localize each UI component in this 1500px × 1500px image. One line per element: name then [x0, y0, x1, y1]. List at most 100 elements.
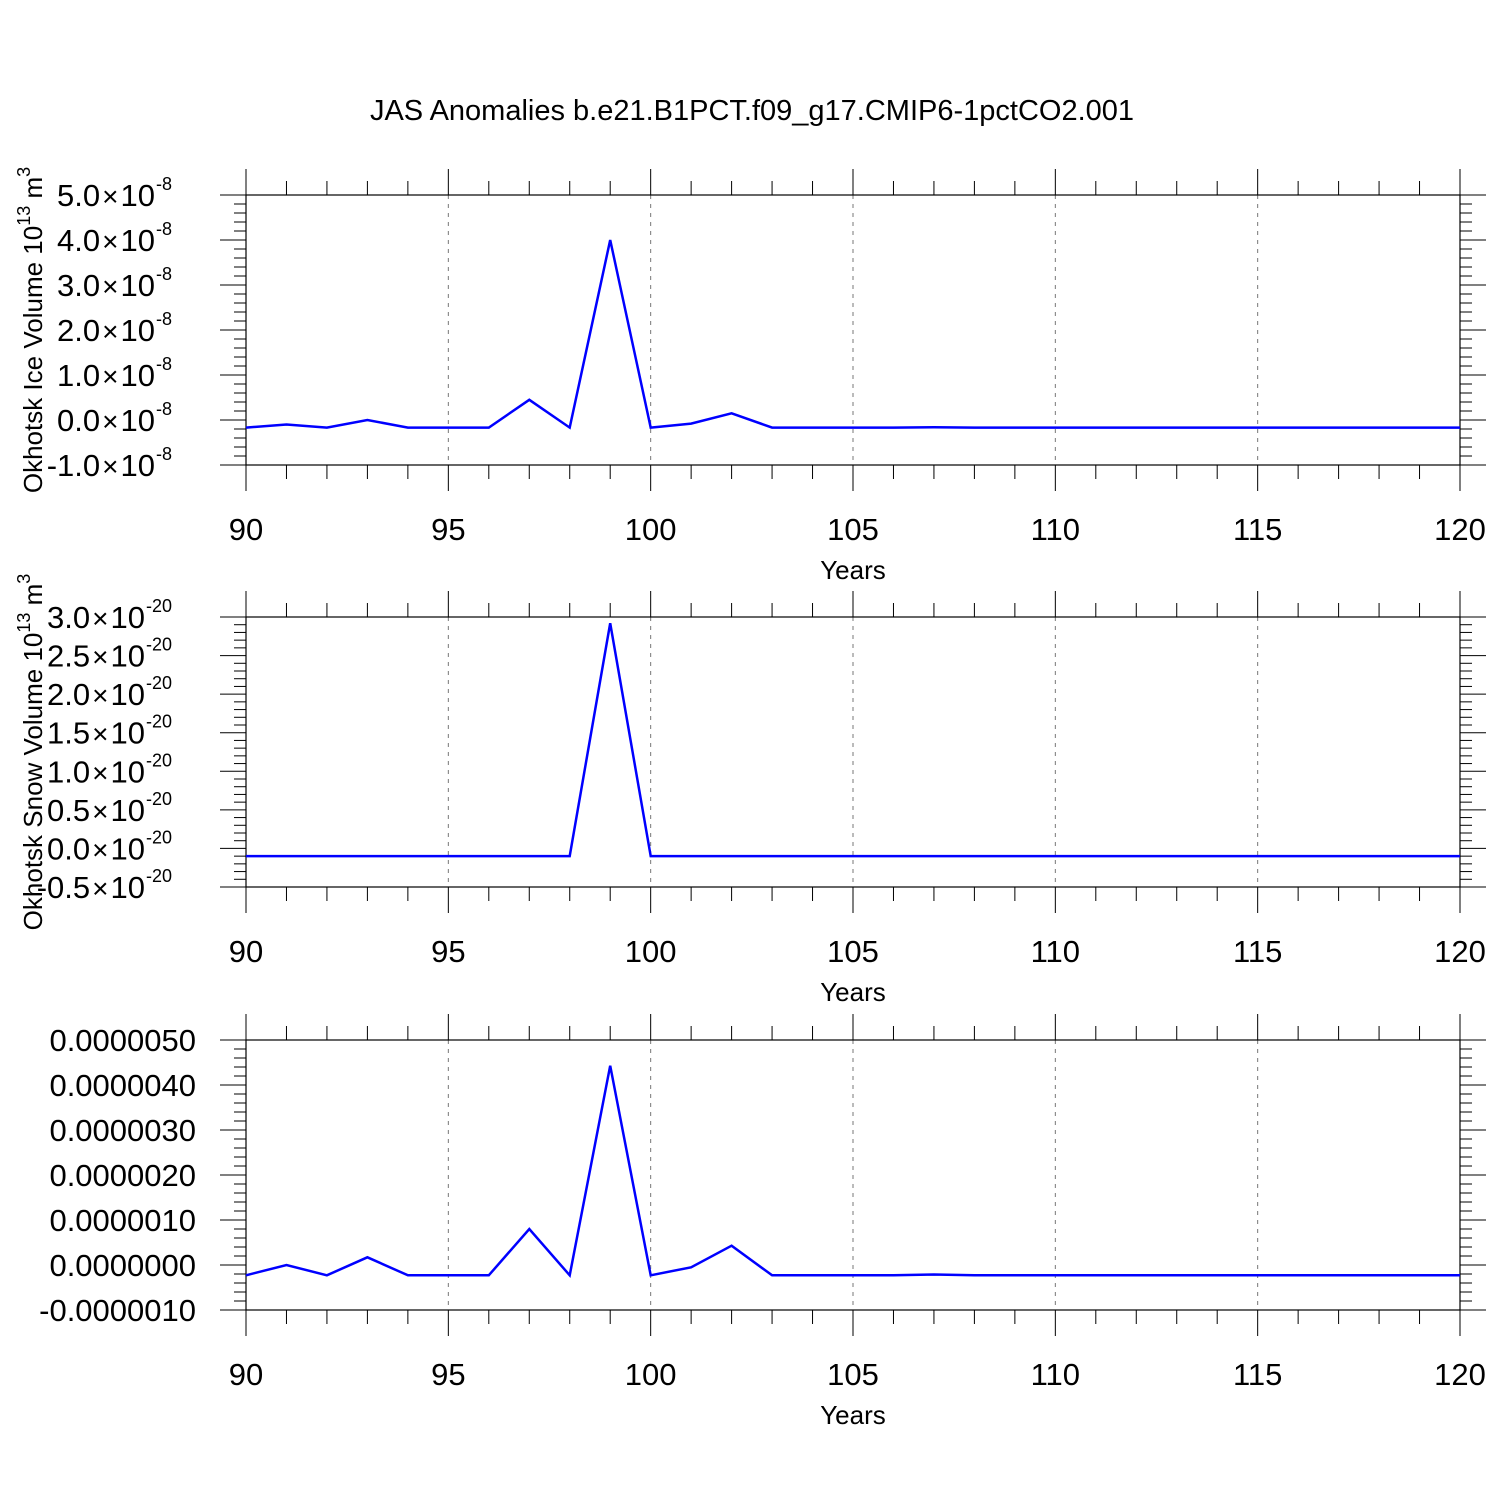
x-tick-label: 90	[229, 1357, 263, 1392]
times-sign: ×	[92, 757, 108, 788]
times-sign: ×	[92, 873, 108, 904]
times-sign: ×	[102, 271, 118, 302]
y-tick-mantissa: 2.5	[47, 639, 90, 674]
y-tick-label: 2.0×10-20	[47, 673, 172, 712]
y-tick-exponent: -20	[146, 596, 172, 616]
y-tick-base: 10	[121, 268, 155, 303]
y-axis-title: Okhotsk Snow Volume 1013 m3	[14, 574, 48, 931]
y-tick-exponent: -8	[156, 309, 172, 329]
y-tick-mantissa: -0.5	[37, 870, 90, 905]
y-tick-exponent: -20	[146, 866, 172, 886]
y-tick-exponent: -20	[146, 750, 172, 770]
y-tick-label: 0.0×10-8	[57, 399, 172, 438]
y-tick-label: 5.0×10-8	[57, 174, 172, 213]
x-tick-label: 100	[625, 934, 677, 969]
y-tick-base: 10	[111, 870, 145, 905]
y-tick-label: 0.0000050	[49, 1023, 196, 1058]
y-tick-base: 10	[111, 639, 145, 674]
y-tick-label: 0.0×10-20	[47, 827, 172, 866]
y-tick-label: 0.0000020	[49, 1158, 196, 1193]
y-tick-base: 10	[111, 600, 145, 635]
y-tick-mantissa: 1.5	[47, 716, 90, 751]
y-tick-label: -1.0×10-8	[47, 444, 172, 483]
chart-title: JAS Anomalies b.e21.B1PCT.f09_g17.CMIP6-…	[370, 95, 1134, 127]
times-sign: ×	[102, 316, 118, 347]
y-tick-label: 0.0000000	[49, 1248, 196, 1283]
y-tick-mantissa: 3.0	[47, 600, 90, 635]
times-sign: ×	[92, 603, 108, 634]
y-tick-exponent: -8	[156, 444, 172, 464]
panel-snow-volume: 90 95 100 105 110 115 120Years-0.5×10-200.0×10…	[14, 574, 1486, 1007]
y-tick-label: 2.5×10-20	[47, 635, 172, 674]
y-tick-value: 0.0000000	[49, 1248, 196, 1283]
times-sign: ×	[102, 451, 118, 482]
times-sign: ×	[92, 680, 108, 711]
x-tick-label: 90	[229, 512, 263, 547]
x-axis-title: Years	[820, 1400, 886, 1430]
y-tick-label: 0.0000030	[49, 1113, 196, 1148]
y-tick-exponent: -20	[146, 673, 172, 693]
y-tick-exponent: -8	[156, 354, 172, 374]
y-tick-value: 0.0000020	[49, 1158, 196, 1193]
x-tick-label: 90	[229, 934, 263, 969]
y-tick-mantissa: -1.0	[47, 448, 100, 483]
y-tick-exponent: -8	[156, 399, 172, 419]
y-tick-base: 10	[111, 677, 145, 712]
y-tick-label: 2.0×10-8	[57, 309, 172, 348]
y-tick-label: -0.5×10-20	[37, 866, 172, 905]
y-tick-label: 1.0×10-20	[47, 750, 172, 789]
y-tick-base: 10	[111, 754, 145, 789]
y-axis-title-unit-sup: 3	[14, 574, 34, 584]
times-sign: ×	[92, 796, 108, 827]
y-tick-label: 0.5×10-20	[47, 789, 172, 828]
x-tick-label: 120	[1434, 512, 1486, 547]
y-tick-mantissa: 0.0	[47, 831, 90, 866]
x-tick-label: 110	[1031, 934, 1080, 969]
y-tick-value: -0.0000010	[39, 1293, 196, 1328]
y-tick-base: 10	[121, 313, 155, 348]
y-axis-title-unit-sup: 3	[14, 167, 34, 177]
y-axis-title-sup: 13	[14, 613, 34, 633]
series-line	[246, 622, 1460, 858]
y-axis-title-unit: m	[18, 177, 48, 206]
x-tick-label: 105	[827, 1357, 879, 1392]
x-tick-label: 105	[827, 512, 879, 547]
y-tick-mantissa: 3.0	[57, 268, 100, 303]
y-tick-mantissa: 1.0	[47, 754, 90, 789]
y-tick-value: 0.0000010	[49, 1203, 196, 1238]
x-tick-label: 105	[827, 934, 879, 969]
x-tick-label: 110	[1031, 1357, 1080, 1392]
series-line	[245, 1065, 1460, 1279]
y-tick-mantissa: 1.0	[57, 358, 100, 393]
y-tick-mantissa: 4.0	[57, 223, 100, 258]
y-tick-base: 10	[121, 448, 155, 483]
y-tick-base: 10	[121, 358, 155, 393]
y-tick-label: -0.0000010	[39, 1293, 196, 1328]
y-tick-exponent: -20	[146, 712, 172, 732]
y-tick-mantissa: 0.5	[47, 793, 90, 828]
y-tick-mantissa: 0.0	[57, 403, 100, 438]
y-tick-exponent: -8	[156, 174, 172, 194]
y-tick-base: 10	[111, 831, 145, 866]
y-axis-title-text: Okhotsk Ice Volume 10	[18, 226, 48, 493]
times-sign: ×	[92, 719, 108, 750]
x-tick-label: 110	[1031, 512, 1080, 547]
x-tick-label: 120	[1434, 934, 1486, 969]
y-tick-mantissa: 2.0	[57, 313, 100, 348]
y-tick-exponent: -8	[156, 264, 172, 284]
y-tick-exponent: -20	[146, 789, 172, 809]
y-tick-base: 10	[121, 178, 155, 213]
y-tick-label: 0.0000040	[49, 1068, 196, 1103]
y-tick-exponent: -8	[156, 219, 172, 239]
x-tick-label: 120	[1434, 1357, 1486, 1392]
y-tick-value: 0.0000050	[49, 1023, 196, 1058]
y-axis-title-unit: m	[18, 584, 48, 613]
times-sign: ×	[102, 226, 118, 257]
y-axis-title-sup: 13	[14, 206, 34, 226]
y-tick-label: 1.0×10-8	[57, 354, 172, 393]
x-tick-label: 115	[1233, 934, 1282, 969]
y-tick-mantissa: 5.0	[57, 178, 100, 213]
y-tick-base: 10	[121, 223, 155, 258]
y-tick-label: 3.0×10-20	[47, 596, 172, 635]
